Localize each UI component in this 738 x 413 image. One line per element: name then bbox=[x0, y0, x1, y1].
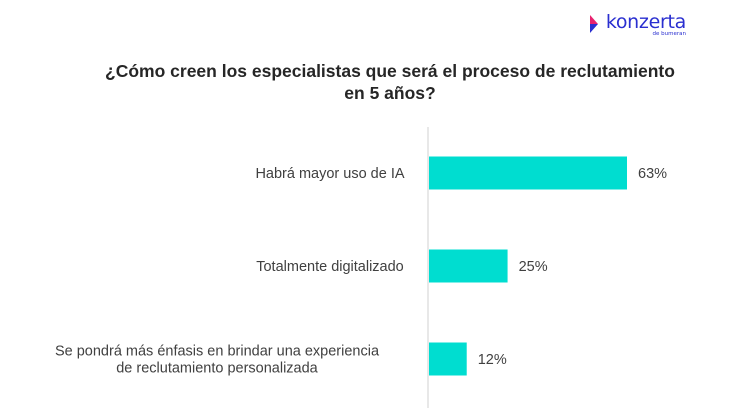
brand-tagline: de bumeran bbox=[652, 31, 686, 37]
chart-title-line-1: ¿Cómo creen los especialistas que será e… bbox=[105, 61, 675, 81]
category-label-0: Habrá mayor uso de IA bbox=[255, 166, 404, 182]
bar-2 bbox=[429, 342, 467, 376]
bar-0 bbox=[429, 156, 627, 190]
category-label-1: Totalmente digitalizado bbox=[256, 259, 404, 275]
category-label-2-line-0: Se pondrá más énfasis en brindar una exp… bbox=[55, 344, 380, 360]
category-label-0-line-0: Habrá mayor uso de IA bbox=[255, 166, 404, 182]
category-label-2: Se pondrá más énfasis en brindar una exp… bbox=[55, 344, 380, 377]
category-label-2-line-1: de reclutamiento personalizada bbox=[116, 361, 318, 377]
category-label-1-line-0: Totalmente digitalizado bbox=[256, 259, 404, 275]
chart-title-line-2: en 5 años? bbox=[344, 83, 436, 103]
bar-1 bbox=[429, 249, 508, 283]
brand-logo: konzerta de bumeran bbox=[588, 12, 686, 37]
data-label-1: 25% bbox=[519, 259, 548, 275]
konzerta-logo-icon bbox=[589, 15, 598, 33]
data-label-0: 63% bbox=[638, 166, 667, 182]
data-label-2: 12% bbox=[478, 352, 507, 368]
chart-title: ¿Cómo creen los especialistas que será e… bbox=[60, 60, 720, 104]
brand-name: konzerta bbox=[605, 11, 686, 33]
